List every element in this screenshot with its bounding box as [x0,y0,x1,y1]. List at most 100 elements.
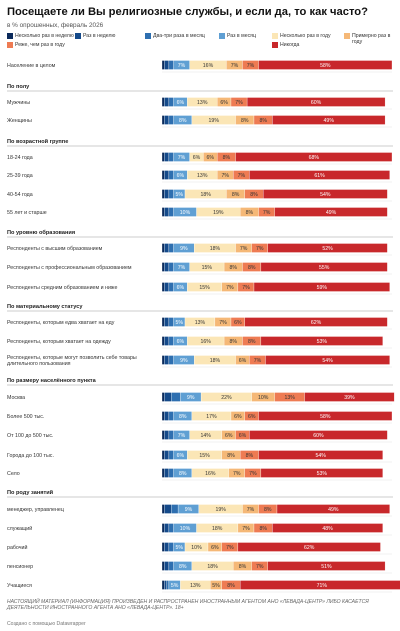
bar-segment [161,189,165,199]
bar-value-label: 22% [221,395,232,401]
bar-segment [168,336,174,346]
bar-value-label: 19% [215,507,226,513]
legend-label: Раз в неделю [83,33,116,39]
bar-segment [161,97,165,107]
row-label: 25-39 года [7,173,33,179]
legend-item: Раз в неделю [75,33,115,39]
bar-segment [168,430,174,440]
bar-segment [164,580,167,590]
bar-value-label: 8% [227,583,235,589]
bar-value-label: 62% [311,320,322,326]
bar-value-label: 15% [202,265,213,271]
bar-segment [168,243,174,253]
bar-value-label: 55% [319,265,330,271]
foreign-agent-note: НАСТОЯЩИЙ МАТЕРИАЛ (ИНФОРМАЦИЯ) ПРОИЗВЕД… [7,599,369,612]
legend-label: Несколько раз в году [280,33,331,39]
bar-value-label: 5% [176,192,184,198]
bar-value-label: 8% [179,118,187,124]
row-label: Респонденты с профессиональным образован… [7,265,132,271]
bar-value-label: 5% [171,583,179,589]
row-label: Более 500 тыс. [7,414,44,420]
bar-segment [168,523,174,533]
bar-segment [168,355,174,365]
legend-item: Примерно раз в году [344,33,396,45]
bar-value-label: 16% [201,339,212,345]
bar-segment [164,411,170,421]
bar-segment [304,392,395,402]
bar-segment [161,504,165,514]
row-label: 55 лет и старше [7,210,47,216]
bar-segment [161,561,165,571]
bar-segment [164,189,170,199]
row-label: Учащиеся [7,583,32,589]
bar-value-label: 8% [179,471,187,477]
bar-value-label: 54% [316,453,327,459]
bar-segment [164,561,170,571]
row-label: Респонденты с высшим образованием [7,246,103,252]
bar-value-label: 6% [225,433,233,439]
bar-value-label: 8% [232,192,240,198]
bar-value-label: 10% [258,395,269,401]
bar-value-label: 10% [191,545,202,551]
bar-segment [161,336,165,346]
bar-value-label: 7% [231,63,239,69]
bar-value-label: 7% [235,100,243,106]
legend-item: Раз в месяц [219,33,256,39]
bar-value-label: 6% [193,155,201,161]
bar-segment [168,450,174,460]
bar-value-label: 9% [185,507,193,513]
row-label: Респонденты, которым едва хватает на еду [7,320,115,326]
bar-segment [164,152,170,162]
legend-label: Примерно раз в году [352,33,391,45]
bar-value-label: 6% [234,414,242,420]
bar-segment [161,580,165,590]
bar-value-label: 9% [180,246,188,252]
row-label: Село [7,471,20,477]
bar-value-label: 6% [239,433,247,439]
bar-segment [164,392,172,402]
bar-value-label: 7% [247,63,255,69]
bar-segment [166,580,170,590]
bar-value-label: 48% [322,526,333,532]
bar-value-label: 7% [242,285,250,291]
bar-value-label: 5% [176,320,184,326]
bar-value-label: 54% [320,192,331,198]
row-label: Респонденты средним образованием и ниже [7,285,117,291]
bar-value-label: 8% [259,118,267,124]
row-label: Москва [7,395,25,401]
bar-value-label: 6% [207,155,215,161]
bar-value-label: 7% [247,507,255,513]
bar-segment [168,170,174,180]
group-title: По возрастной группе [7,138,68,145]
bar-value-label: 6% [177,100,185,106]
bar-value-label: 8% [179,564,187,570]
bar-segment [161,152,165,162]
bar-value-label: 16% [203,63,214,69]
bar-value-label: 9% [187,395,195,401]
bar-value-label: 18% [201,192,212,198]
bar-segment [260,262,388,272]
legend-item: Несколько раз в неделю [7,33,74,39]
bar-value-label: 61% [314,173,325,179]
bar-value-label: 13% [197,173,208,179]
bar-value-label: 8% [250,192,258,198]
bar-segment [168,262,174,272]
legend-label: Несколько раз в неделю [15,33,74,39]
bar-value-label: 7% [178,155,186,161]
row-label: Респонденты, которым хватает на одежду [7,339,111,345]
legend-item: Никогда [272,42,299,48]
bar-value-label: 8% [230,265,238,271]
bar-value-label: 14% [201,433,212,439]
bar-value-label: 13% [197,100,208,106]
chart-title: Посещаете ли Вы религиозные службы, и ес… [7,6,368,18]
legend-swatch [272,33,278,39]
made-with-credit: Создано с помощью Datawrapper [7,621,86,627]
bar-segment [168,561,174,571]
bar-value-label: 7% [178,63,186,69]
bar-value-label: 53% [317,339,328,345]
legend-swatch [272,42,278,48]
bar-segment [274,207,388,217]
bar-segment [258,60,393,70]
bar-segment [168,97,174,107]
